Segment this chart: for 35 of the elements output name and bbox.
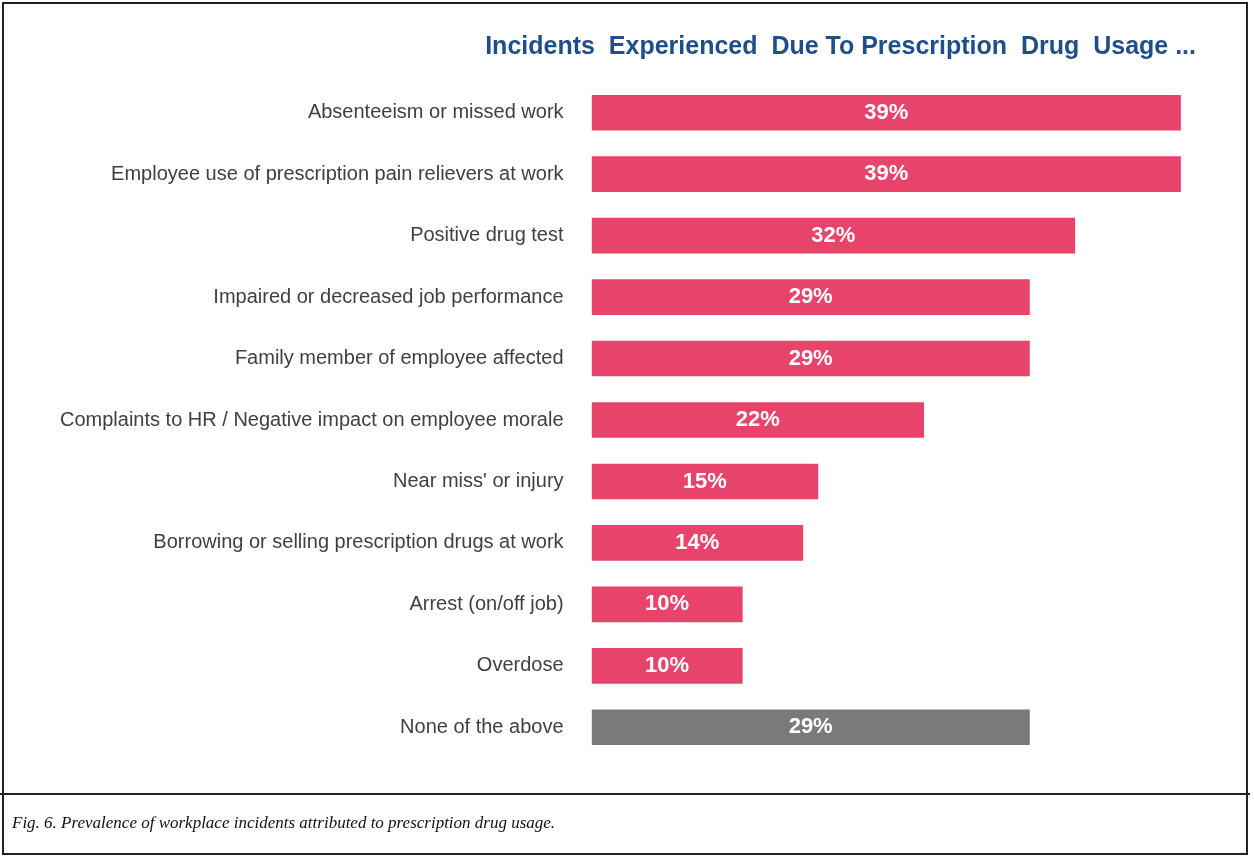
- data-label: 29%: [788, 713, 833, 739]
- data-label: 29%: [788, 344, 833, 370]
- bar: [591, 217, 1076, 254]
- bar: [591, 525, 804, 561]
- y-tick-label: Positive drug test: [410, 223, 564, 246]
- bar: [591, 279, 1030, 315]
- y-tick-label: Arrest (on/off job): [409, 591, 564, 614]
- data-label: 39%: [864, 98, 909, 124]
- bar: [591, 402, 924, 438]
- y-tick-label: Complaints to HR / Negative impact on employee morale: [59, 407, 564, 430]
- bar: [591, 709, 1030, 746]
- bar: [591, 340, 1030, 377]
- bar: [591, 463, 819, 500]
- bar: [591, 648, 743, 684]
- data-label: 10%: [645, 590, 690, 616]
- data-label: 10%: [645, 651, 690, 677]
- caption: Fig. 6. Prevalence of workplace incidents attributed to prescription drug usage.: [12, 813, 557, 833]
- data-label: 29%: [788, 283, 833, 309]
- y-tick-label: Near miss' or injury: [393, 468, 564, 491]
- bar: [591, 156, 1181, 192]
- data-label: 22%: [735, 406, 780, 432]
- bar: [591, 94, 1181, 131]
- data-label: 15%: [682, 467, 727, 493]
- y-tick-label: Overdose: [476, 653, 564, 676]
- chart-title: Incidents Experienced Due To Prescription Drug Usage ...: [485, 30, 1196, 59]
- y-tick-label: None of the above: [400, 714, 564, 737]
- bar: [591, 586, 743, 623]
- data-label: 39%: [864, 160, 909, 186]
- y-tick-label: Borrowing or selling prescription drugs at work: [153, 530, 565, 553]
- data-label: 32%: [811, 221, 856, 247]
- y-tick-label: Impaired or decreased job performance: [213, 284, 564, 307]
- y-tick-label: Family member of employee affected: [234, 346, 564, 369]
- data-label: 14%: [675, 528, 720, 554]
- y-tick-label: Absenteeism or missed work: [307, 100, 565, 123]
- y-tick-label: Employee use of prescription pain relievers at work: [111, 161, 565, 184]
